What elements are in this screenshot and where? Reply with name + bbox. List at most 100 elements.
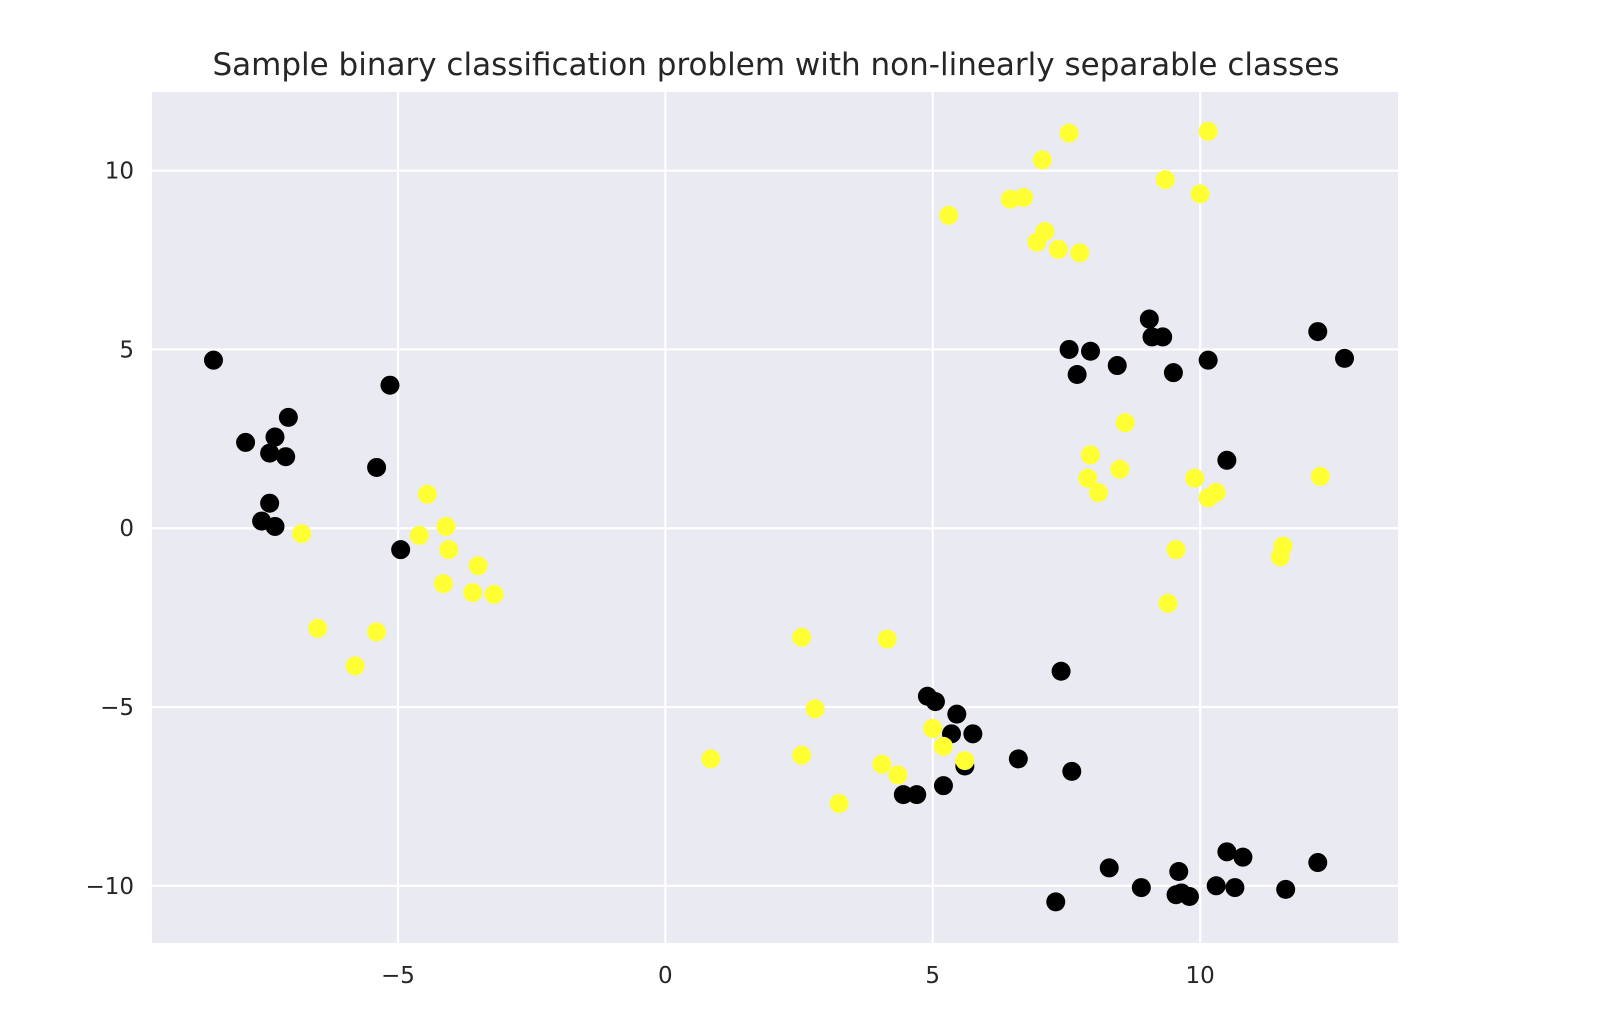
data-point-class-1 xyxy=(1185,468,1205,488)
y-tick-label: −10 xyxy=(85,874,134,900)
data-point-class-1 xyxy=(1048,239,1068,259)
data-point-class-0 xyxy=(907,785,927,805)
data-point-class-0 xyxy=(203,350,223,370)
data-point-class-1 xyxy=(1206,482,1226,502)
data-point-class-0 xyxy=(1163,363,1183,383)
data-point-class-0 xyxy=(1225,878,1245,898)
data-point-class-0 xyxy=(947,704,967,724)
data-point-class-0 xyxy=(1335,348,1355,368)
data-point-class-1 xyxy=(872,754,892,774)
data-point-class-1 xyxy=(701,749,721,769)
data-point-class-1 xyxy=(1070,243,1090,263)
chart-title: Sample binary classification problem wit… xyxy=(212,47,1339,83)
data-point-class-1 xyxy=(923,718,943,738)
data-point-class-0 xyxy=(1233,847,1253,867)
data-point-class-1 xyxy=(436,516,456,536)
data-point-class-0 xyxy=(1051,661,1071,681)
data-point-class-0 xyxy=(1008,749,1028,769)
data-point-class-1 xyxy=(1035,221,1055,241)
x-tick-label: 10 xyxy=(1185,963,1214,989)
data-point-class-1 xyxy=(792,745,812,765)
y-tick-label: −5 xyxy=(100,695,134,721)
data-point-class-0 xyxy=(1139,309,1159,329)
plot-area xyxy=(152,92,1398,943)
data-point-class-1 xyxy=(1155,170,1175,190)
data-point-class-0 xyxy=(1153,327,1173,347)
data-point-class-0 xyxy=(1217,450,1237,470)
data-points xyxy=(203,121,1355,912)
data-point-class-0 xyxy=(963,724,983,744)
data-point-class-1 xyxy=(1089,482,1109,502)
data-point-class-0 xyxy=(265,427,285,447)
data-point-class-0 xyxy=(1169,861,1189,881)
data-point-class-0 xyxy=(265,516,285,536)
data-point-class-1 xyxy=(1115,413,1135,433)
data-point-class-0 xyxy=(1206,876,1226,896)
data-point-class-0 xyxy=(1062,761,1082,781)
data-point-class-0 xyxy=(933,776,953,796)
y-tick-label: 0 xyxy=(119,516,134,542)
data-point-class-0 xyxy=(1308,853,1328,873)
grid-lines xyxy=(152,92,1398,943)
data-point-class-1 xyxy=(463,583,483,603)
data-point-class-0 xyxy=(276,447,296,467)
data-point-class-0 xyxy=(1046,892,1066,912)
data-point-class-1 xyxy=(1158,593,1178,613)
y-tick-label: 5 xyxy=(119,337,134,363)
data-point-class-0 xyxy=(391,540,411,560)
data-point-class-1 xyxy=(792,627,812,647)
data-point-class-1 xyxy=(1198,121,1218,141)
data-point-class-1 xyxy=(1014,187,1034,207)
data-point-class-1 xyxy=(468,556,488,576)
data-point-class-0 xyxy=(1067,364,1087,384)
data-point-class-1 xyxy=(933,736,953,756)
data-point-class-1 xyxy=(1270,547,1290,567)
data-point-class-1 xyxy=(345,656,365,676)
data-point-class-0 xyxy=(380,375,400,395)
data-point-class-0 xyxy=(1308,322,1328,342)
data-point-class-0 xyxy=(260,443,280,463)
data-point-class-1 xyxy=(1310,466,1330,486)
data-point-class-1 xyxy=(1032,150,1052,170)
data-point-class-0 xyxy=(1059,339,1079,359)
data-point-class-0 xyxy=(1107,356,1127,376)
data-point-class-1 xyxy=(805,699,825,719)
data-point-class-0 xyxy=(893,785,913,805)
x-tick-label: 5 xyxy=(925,963,940,989)
data-point-class-1 xyxy=(1166,540,1186,560)
data-point-class-0 xyxy=(925,692,945,712)
data-point-class-0 xyxy=(236,432,256,452)
data-point-class-1 xyxy=(829,794,849,814)
data-point-class-0 xyxy=(260,493,280,513)
data-point-class-1 xyxy=(955,751,975,771)
data-point-class-1 xyxy=(417,484,437,504)
data-point-class-1 xyxy=(439,540,459,560)
data-point-class-1 xyxy=(939,205,959,225)
data-point-class-0 xyxy=(367,457,387,477)
data-point-class-1 xyxy=(292,524,312,544)
data-point-class-1 xyxy=(367,622,387,642)
x-tick-label: −5 xyxy=(381,963,415,989)
data-point-class-1 xyxy=(409,525,429,545)
data-point-class-0 xyxy=(1217,842,1237,862)
x-axis-ticks: −5 0 5 10 xyxy=(381,963,1215,989)
data-point-class-0 xyxy=(1198,350,1218,370)
data-point-class-0 xyxy=(1276,879,1296,899)
data-point-class-1 xyxy=(1081,445,1101,465)
data-point-class-1 xyxy=(1078,468,1098,488)
data-point-class-1 xyxy=(484,584,504,604)
y-axis-ticks: −10 −5 0 5 10 xyxy=(85,159,134,900)
data-point-class-1 xyxy=(308,618,328,638)
data-point-class-1 xyxy=(1190,184,1210,204)
data-point-class-1 xyxy=(1110,459,1130,479)
y-tick-label: 10 xyxy=(105,159,134,185)
data-point-class-0 xyxy=(1081,341,1101,361)
data-point-class-1 xyxy=(877,629,897,649)
data-point-class-0 xyxy=(278,407,298,427)
data-point-class-0 xyxy=(1179,887,1199,907)
data-point-class-1 xyxy=(433,574,453,594)
data-point-class-0 xyxy=(1099,858,1119,878)
data-point-class-1 xyxy=(888,765,908,785)
x-tick-label: 0 xyxy=(658,963,673,989)
